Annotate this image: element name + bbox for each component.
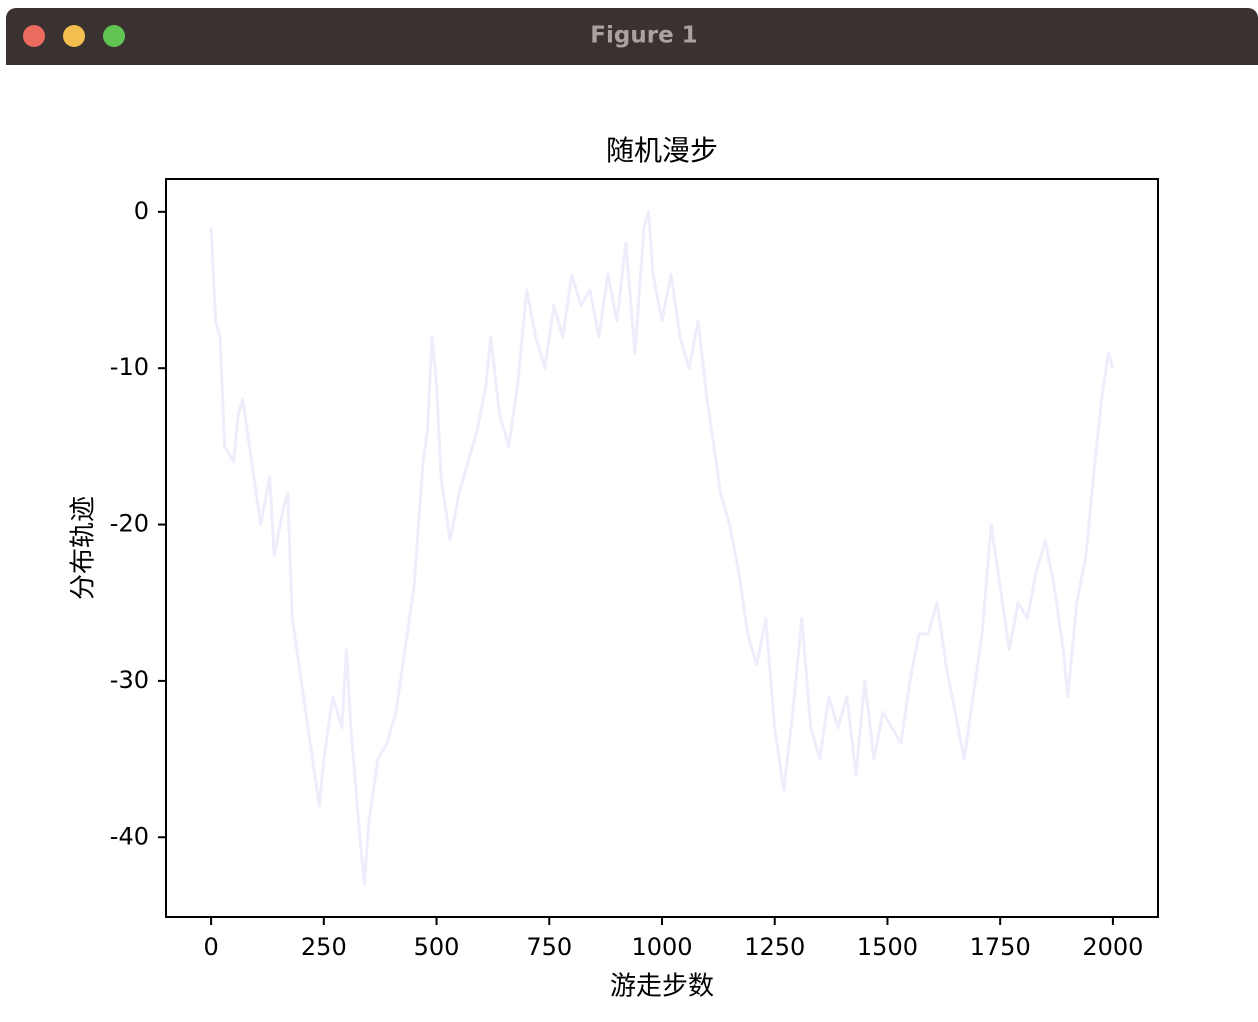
title-bar-base [6,40,1258,65]
close-button[interactable] [23,25,45,47]
y-tick-label: -40 [110,822,149,850]
x-tick-label: 1750 [970,933,1031,961]
x-axis-label: 游走步数 [610,972,714,1002]
zoom-button[interactable] [103,25,125,47]
x-tick-label: 1500 [857,933,918,961]
data-line [209,210,1115,886]
x-tick-label: 1000 [631,933,692,961]
y-tick-label: -30 [110,666,149,694]
plot-area: 0 250 500 750 1000 1250 1500 1750 2000 0 -10 -20 -30… [110,178,1159,961]
y-tick-label: -10 [110,353,149,381]
chart-title: 随机漫步 [606,134,718,167]
y-tick-label: 0 [134,197,149,225]
x-tick-label: 750 [526,933,572,961]
y-tick-label: -20 [110,510,149,538]
x-tick-label: 500 [414,933,460,961]
x-tick-label: 1250 [744,933,805,961]
y-axis-label: 分布轨迹 [69,496,99,600]
x-tick-label: 250 [301,933,347,961]
minimize-button[interactable] [63,25,85,47]
x-tick-label: 2000 [1082,933,1143,961]
x-tick-label: 0 [203,933,218,961]
window-title: Figure 1 [590,23,697,49]
